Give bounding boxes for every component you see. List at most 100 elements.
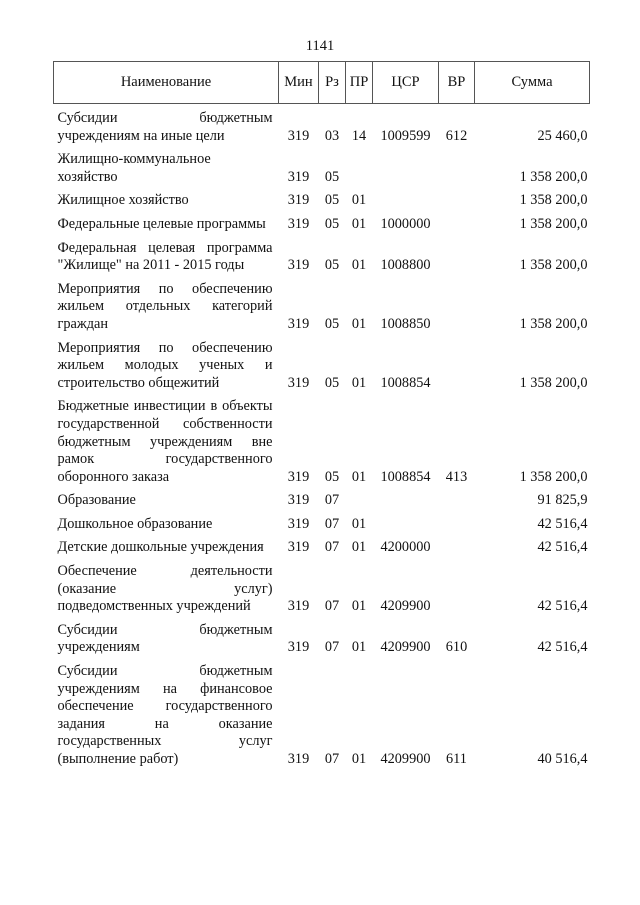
cell-sum: 1 358 200,0: [519, 192, 588, 209]
cell-csr: 1008854: [380, 468, 431, 485]
cell-min: 319: [287, 468, 310, 485]
table-row: Жилищное хозяйство 319 05 01 1 358 200,0: [54, 186, 590, 210]
table-row: Федеральные целевые программы 319 05 01 1000…: [54, 210, 590, 234]
cell-sum: 1 358 200,0: [519, 257, 588, 274]
cell-sum: 25 460,0: [537, 127, 588, 144]
cell-name: Обеспечение деятельности (оказание услуг…: [57, 563, 273, 615]
cell-min: 319: [287, 215, 310, 232]
cell-sum: 42 516,4: [537, 598, 588, 615]
cell-min: 319: [287, 539, 310, 556]
cell-rz: 07: [324, 492, 340, 509]
cell-sum: 42 516,4: [537, 639, 588, 656]
table-row: Мероприятия по обеспечению жильем отдель…: [54, 275, 590, 334]
cell-vr: 612: [445, 127, 468, 144]
cell-name: Мероприятия по обеспечению жильем отдель…: [57, 280, 273, 332]
cell-vr: [439, 234, 475, 275]
cell-pr: 01: [351, 192, 367, 209]
cell-pr: [346, 145, 373, 186]
table-row: Субсидии бюджетным учреждениям 319 07 01 420…: [54, 616, 590, 657]
table-row: Образование 319 07 91 825,9: [54, 486, 590, 510]
cell-sum: 91 825,9: [537, 492, 588, 509]
cell-name: Образование: [57, 492, 136, 509]
cell-pr: 14: [351, 127, 367, 144]
cell-rz: 07: [324, 515, 340, 532]
cell-pr: 01: [351, 539, 367, 556]
table-row: Детские дошкольные учреждения 319 07 01 4200…: [54, 533, 590, 557]
cell-csr: 4200000: [380, 539, 431, 556]
cell-vr: [439, 510, 475, 534]
table-row: Субсидии бюджетным учреждениям на иные ц…: [54, 104, 590, 146]
cell-rz: 05: [324, 215, 340, 232]
header-sum: Сумма: [474, 61, 590, 104]
cell-rz: 07: [324, 539, 340, 556]
cell-pr: 01: [351, 751, 367, 767]
cell-pr: [346, 486, 373, 510]
cell-pr: 01: [351, 639, 367, 656]
cell-name: Мероприятия по обеспечению жильем молоды…: [57, 339, 273, 391]
cell-rz: 03: [324, 127, 340, 144]
cell-vr: [439, 186, 475, 210]
cell-name: Бюджетные инвестиции в объекты государст…: [57, 398, 273, 485]
cell-sum: 1 358 200,0: [519, 168, 588, 185]
header-name: Наименование: [53, 61, 279, 104]
cell-vr: [439, 486, 475, 510]
table-row: Мероприятия по обеспечению жильем молоды…: [54, 334, 590, 393]
cell-vr: 611: [446, 751, 467, 767]
table-row: Дошкольное образование 319 07 01 42 516,4: [54, 510, 590, 534]
cell-pr: 01: [351, 515, 367, 532]
cell-csr: 1009599: [380, 127, 431, 144]
cell-rz: 05: [324, 168, 340, 185]
cell-csr: 4209900: [380, 751, 431, 767]
cell-rz: 05: [324, 257, 340, 274]
cell-vr: [439, 533, 475, 557]
table-row: Жилищно-коммунальное хозяйство 319 05 1 358…: [54, 145, 590, 186]
cell-rz: 05: [324, 468, 340, 485]
cell-sum: 42 516,4: [537, 539, 588, 556]
cell-csr: 1008850: [380, 315, 431, 332]
cell-csr: 4209900: [380, 598, 431, 615]
cell-csr: 4209900: [380, 639, 431, 656]
cell-vr: 610: [445, 639, 468, 656]
table-row: Обеспечение деятельности (оказание услуг…: [54, 557, 590, 616]
cell-min: 319: [287, 374, 310, 391]
cell-rz: 05: [324, 315, 340, 332]
table-row: Бюджетные инвестиции в объекты государст…: [54, 392, 590, 486]
cell-csr: [373, 486, 439, 510]
cell-pr: 01: [351, 598, 367, 615]
cell-name: Жилищное хозяйство: [57, 192, 189, 209]
cell-min: 319: [287, 751, 310, 767]
cell-csr: [373, 145, 439, 186]
cell-min: 319: [287, 515, 310, 532]
cell-name: Жилищно-коммунальное хозяйство: [57, 151, 211, 185]
header-csr: ЦСР: [372, 61, 439, 104]
cell-rz: 07: [324, 751, 340, 767]
cell-name: Детские дошкольные учреждения: [57, 539, 264, 556]
page-number: 1141: [305, 38, 335, 54]
cell-vr: [439, 210, 475, 234]
cell-name: Субсидии бюджетным учреждениям: [57, 621, 273, 656]
header-rz: Рз: [318, 61, 346, 104]
cell-rz: 07: [324, 639, 340, 656]
table-row: Субсидии бюджетным учреждениям на финанс…: [54, 657, 590, 769]
cell-rz: 05: [324, 192, 340, 209]
cell-sum: 1 358 200,0: [519, 315, 588, 332]
cell-min: 319: [287, 315, 310, 332]
cell-vr: 413: [445, 468, 468, 485]
cell-min: 319: [287, 127, 310, 144]
cell-vr: [439, 145, 475, 186]
cell-rz: 07: [324, 598, 340, 615]
cell-name: Субсидии бюджетным учреждениям на финанс…: [57, 663, 273, 767]
budget-table: Наименование Мин Рз ПР ЦСР ВР Сумма Субс…: [53, 61, 590, 769]
cell-min: 319: [287, 598, 310, 615]
cell-vr: [439, 334, 475, 393]
cell-min: 319: [287, 192, 310, 209]
cell-pr: 01: [351, 315, 367, 332]
cell-pr: 01: [351, 374, 367, 391]
cell-min: 319: [287, 168, 310, 185]
cell-vr: [439, 557, 475, 616]
cell-name: Федеральные целевые программы: [57, 215, 266, 232]
cell-name: Дошкольное образование: [57, 515, 213, 532]
header-vr: ВР: [438, 61, 475, 104]
cell-csr: [373, 186, 439, 210]
cell-csr: 1000000: [380, 215, 431, 232]
